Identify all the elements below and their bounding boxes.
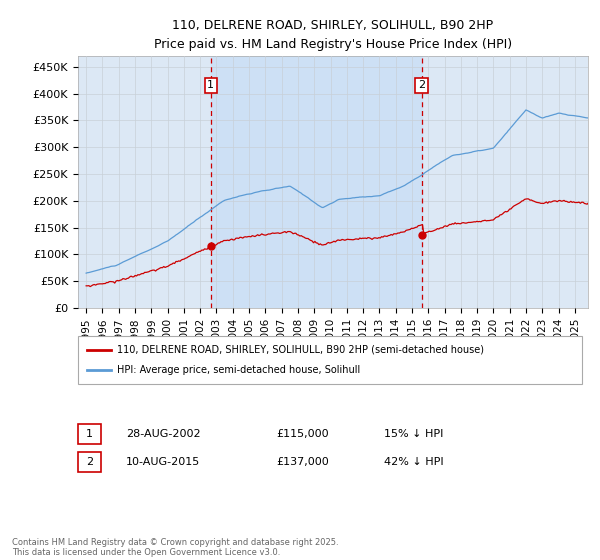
Text: 10-AUG-2015: 10-AUG-2015 — [126, 457, 200, 467]
Text: 28-AUG-2002: 28-AUG-2002 — [126, 429, 200, 439]
Text: 2: 2 — [86, 457, 93, 467]
Title: 110, DELRENE ROAD, SHIRLEY, SOLIHULL, B90 2HP
Price paid vs. HM Land Registry's : 110, DELRENE ROAD, SHIRLEY, SOLIHULL, B9… — [154, 18, 512, 50]
Text: 42% ↓ HPI: 42% ↓ HPI — [384, 457, 443, 467]
Text: 2: 2 — [418, 81, 425, 91]
Text: HPI: Average price, semi-detached house, Solihull: HPI: Average price, semi-detached house,… — [117, 365, 360, 375]
Text: Contains HM Land Registry data © Crown copyright and database right 2025.
This d: Contains HM Land Registry data © Crown c… — [12, 538, 338, 557]
Text: 15% ↓ HPI: 15% ↓ HPI — [384, 429, 443, 439]
Text: £115,000: £115,000 — [276, 429, 329, 439]
Text: 1: 1 — [207, 81, 214, 91]
Text: 1: 1 — [86, 429, 93, 439]
Bar — [211, 56, 422, 308]
Text: £137,000: £137,000 — [276, 457, 329, 467]
Text: 110, DELRENE ROAD, SHIRLEY, SOLIHULL, B90 2HP (semi-detached house): 110, DELRENE ROAD, SHIRLEY, SOLIHULL, B9… — [117, 345, 484, 355]
